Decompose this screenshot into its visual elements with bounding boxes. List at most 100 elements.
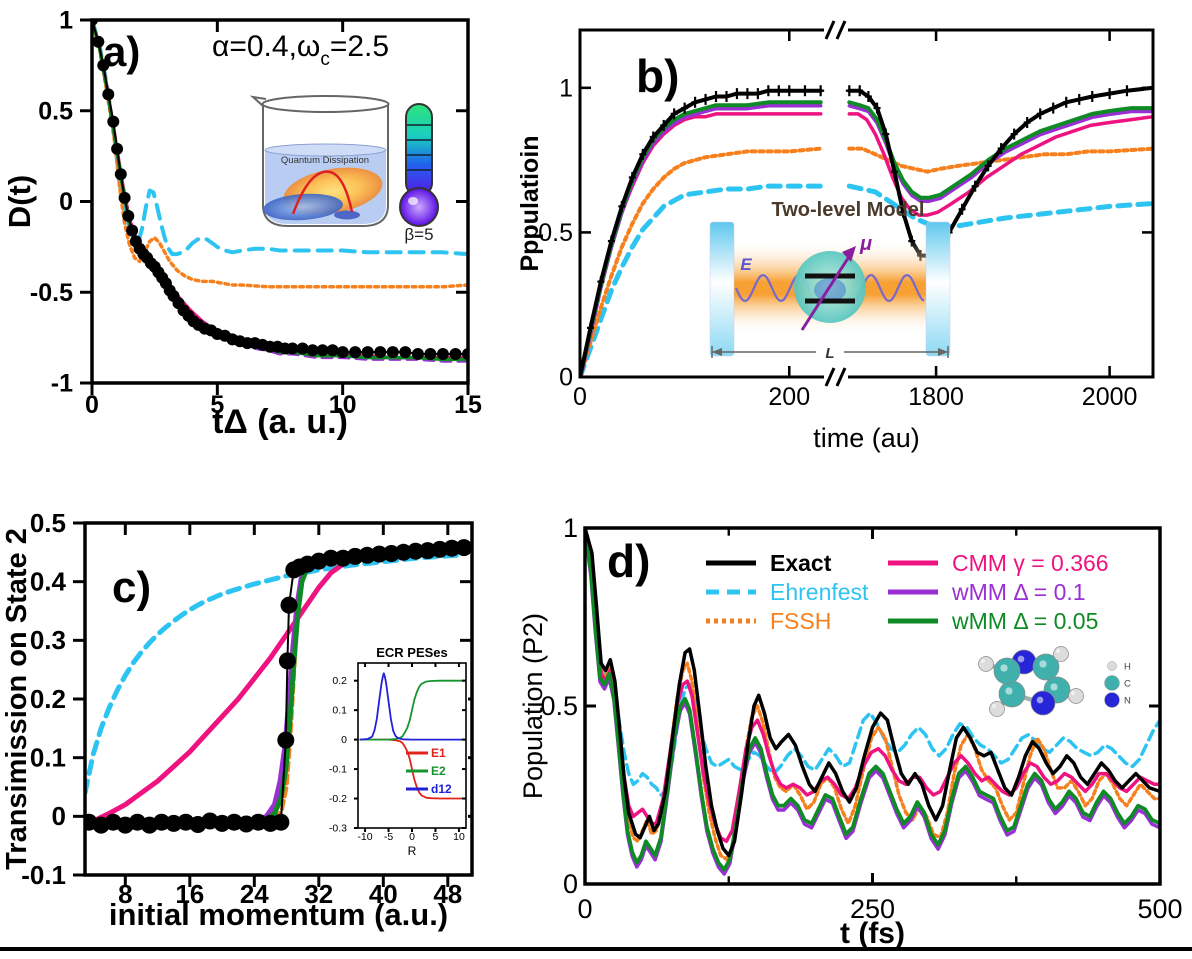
panel-a-marker-exact [386, 346, 399, 359]
panel-c-xtick-4: 40 [369, 879, 398, 909]
dipole-arrow [800, 251, 854, 331]
panel-b-label: b) [636, 50, 679, 102]
two-level-model-inset: Two-level Model μ E L [709, 199, 951, 362]
panel-a-ytick-4: -1 [51, 370, 73, 398]
panel-a-series-group [91, 19, 469, 363]
panel-a-marker-exact [118, 191, 131, 204]
panel-b-ytick-0: 0 [559, 364, 573, 392]
panel-b-xtick-1: 200 [768, 383, 810, 411]
panel-a-parameter-title: α=0.4,ωc=2.5 [212, 30, 389, 70]
panel-a-marker-exact [286, 342, 299, 355]
atom-n [1030, 690, 1056, 716]
potential-surface-lower [263, 193, 343, 221]
panel-c-xtick-1: 16 [175, 879, 204, 909]
panel-d-ylabel: Population (P2) [520, 613, 548, 799]
panel-cin-xlabel: R [408, 844, 417, 858]
cavity-length-label: L [825, 345, 834, 362]
panel-cin-xtick-3: 5 [433, 831, 439, 843]
atom-h [989, 701, 1005, 717]
panel-c-ytick-5: 0 [52, 801, 66, 831]
cavity-mirror-left [709, 221, 735, 357]
panel-c-marker-exact [272, 813, 290, 831]
panel-d-series-group [584, 527, 1161, 876]
panel-c-label: c) [112, 563, 151, 612]
panel-d-xtick-1: 250 [850, 894, 895, 924]
panel-c-marker-exact [322, 549, 340, 567]
panel-b-frame [578, 28, 1155, 379]
quantum-dissipation-beaker-inset: Quantum Dissipation β=5 [249, 95, 439, 244]
legend-label-3: CMM γ = 0.366 [952, 550, 1109, 576]
panel-c-xtick-0: 8 [118, 879, 132, 909]
panel-c-ylabel: Transimission on State 2 [1, 528, 33, 870]
panel-c-xtick-3: 32 [304, 879, 333, 909]
panel-c-marker-exact [443, 539, 461, 557]
beta-value-label: β=5 [404, 225, 433, 244]
molecule-legend-swatch-h [1107, 661, 1117, 671]
atom-c [993, 657, 1021, 685]
panel-a-marker-exact [296, 342, 309, 355]
panel-a-marker-exact [306, 344, 319, 357]
panel-c-xlabel: initial momentum (a.u.) [109, 897, 448, 932]
panel-a-curve-fssh [91, 19, 469, 289]
atom-h [1053, 646, 1069, 662]
panel-b-ylabel: Pppulatioin [520, 135, 544, 271]
panel-a-ylabel: D(t) [2, 175, 37, 228]
panel-d-curve-exact [584, 527, 1161, 858]
page-bottom-border [0, 947, 1192, 951]
panel-cin-series-group [359, 672, 465, 800]
panel-a-marker-exact [114, 168, 127, 181]
panel-a-marker-exact [399, 346, 412, 359]
panel-d-curve-ehrenfest [584, 527, 1161, 797]
panel-a-decoherence-chart: 0 5 10 15 1 0.5 0 -0.5 -1 tΔ (a. u.) D(t) a) α=0.4,ω… [2, 7, 482, 442]
trajectory-curve [291, 170, 354, 215]
inset-legend-label-2: d12 [431, 782, 452, 796]
panel-d-label: d) [607, 535, 650, 587]
panel-c-ytick-6: -0.1 [21, 860, 66, 890]
panel-a-marker-exact [361, 346, 374, 359]
panel-cin-ytick-2: 0 [341, 734, 347, 746]
panel-a-marker-exact [92, 35, 105, 48]
panel-a-marker-exact [97, 59, 110, 72]
panel-a-marker-exact [349, 346, 362, 359]
panel-d-xtick-2: 500 [1137, 894, 1182, 924]
atom-c [998, 680, 1026, 708]
panel-b-ytick-2: 1 [559, 74, 573, 102]
panel-b-xtick-0: 0 [573, 383, 587, 411]
panel-c-ytick-3: 0.2 [30, 684, 66, 714]
atom-h [978, 656, 994, 672]
panel-c-marker-exact [277, 731, 295, 749]
panel-b-curve-wmm005 [579, 100, 823, 378]
panel-cin-ytick-0: 0.2 [332, 675, 347, 687]
inset-legend-label-0: E1 [431, 746, 446, 760]
panel-a-xtick-1: 5 [210, 391, 224, 419]
panel-a-marker-exact [326, 344, 339, 357]
molecule-legend-swatch-n [1104, 692, 1120, 708]
panel-b-curve-ehrenfest [579, 183, 824, 378]
pyrazine-molecule-inset: HCN [978, 646, 1131, 717]
inset-title: Two-level Model [772, 199, 925, 221]
legend-label-1: Ehrenfest [770, 579, 869, 605]
panel-cin-ytick-3: -0.1 [329, 764, 347, 776]
panel-b-population-chart: 0 200 1800 2000 0 0.5 1 time (au) Pppulatioin b) T… [520, 20, 1155, 453]
panel-a-ytick-2: 0 [59, 188, 73, 216]
panel-c-transmission-chart: 8 16 24 32 40 48 0.5 0.4 0.3 0.2 0.1 0 -0.1 initial m… [1, 508, 474, 932]
panel-c-marker-exact [280, 596, 298, 614]
panel-cin-xtick-1: -5 [384, 831, 393, 843]
panel-cin-curve-d12 [359, 672, 465, 741]
panel-cin-xtick-0: -10 [357, 831, 372, 843]
panel-d-ytick-0: 0 [563, 869, 578, 899]
legend-label-4: wMM Δ = 0.1 [951, 579, 1086, 605]
atom-c [1032, 653, 1060, 681]
panel-a-marker-exact [424, 348, 437, 360]
panel-a-xtick-2: 10 [329, 391, 357, 419]
panel-b-xlabel: time (au) [813, 423, 920, 453]
panel-d-xlabel: t (fs) [840, 917, 905, 950]
panel-a-marker-exact [126, 224, 139, 237]
panel-c-series-group [84, 539, 473, 834]
atom-h [1068, 688, 1084, 704]
dipole-label: μ [859, 233, 872, 255]
molecule-legend-label-c: C [1124, 679, 1131, 690]
panel-a-xlabel: tΔ (a. u.) [212, 403, 348, 441]
panel-a-ytick-1: 0.5 [38, 97, 73, 125]
